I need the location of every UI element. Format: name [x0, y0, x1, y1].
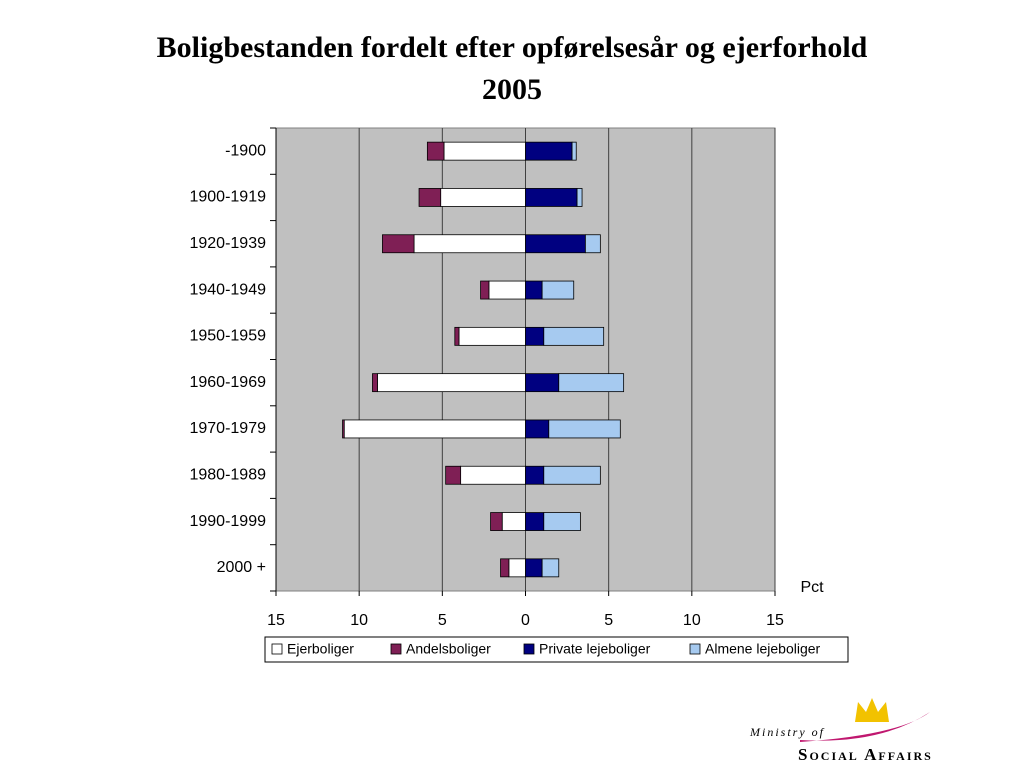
- x-tick-label: 15: [766, 612, 784, 629]
- y-tick-label: 1990-1999: [189, 513, 266, 530]
- bar: [543, 465, 601, 485]
- bar: [445, 465, 462, 485]
- x-tick-label: 15: [267, 612, 285, 629]
- bar: [525, 188, 578, 207]
- y-tick-label: 2000 +: [217, 559, 266, 576]
- bar: [525, 234, 586, 254]
- y-tick-label: 1950-1959: [189, 328, 266, 345]
- bar: [558, 373, 625, 393]
- x-tick-label: 5: [438, 612, 447, 629]
- bar: [508, 558, 526, 578]
- bar: [541, 558, 560, 578]
- bar: [488, 280, 526, 300]
- x-axis-label: Pct: [800, 579, 824, 596]
- bar: [418, 188, 442, 207]
- bar: [548, 419, 621, 439]
- y-tick-label: 1920-1939: [189, 235, 266, 252]
- bar: [525, 141, 573, 161]
- bar: [543, 512, 581, 531]
- bar: [460, 465, 526, 485]
- y-tick-label: -1900: [225, 142, 266, 159]
- bar: [525, 465, 545, 485]
- crown: [855, 698, 889, 722]
- legend-swatch: [271, 643, 283, 655]
- legend-label: Ejerboliger: [287, 641, 354, 657]
- x-tick-label: 10: [350, 612, 368, 629]
- y-tick-label: 1940-1949: [189, 281, 266, 298]
- x-tick-label: 5: [604, 612, 613, 629]
- y-tick-label: 1970-1979: [189, 420, 266, 437]
- logo-line1: Ministry of: [749, 725, 825, 739]
- legend: [264, 636, 849, 663]
- legend-swatch: [689, 643, 701, 655]
- bar: [343, 419, 526, 439]
- bar: [525, 512, 545, 531]
- bar: [454, 326, 460, 346]
- bar: [382, 234, 415, 254]
- logo: Ministry of Social Affairs: [749, 698, 933, 764]
- bar: [501, 512, 526, 531]
- bar: [413, 234, 526, 254]
- legend-swatch: [523, 643, 535, 655]
- legend-label: Almene lejeboliger: [705, 641, 821, 657]
- bar: [500, 558, 510, 578]
- logo-line2: Social Affairs: [798, 745, 933, 764]
- bar: [426, 141, 445, 161]
- bar: [480, 280, 490, 300]
- bar: [372, 373, 378, 393]
- bar: [576, 188, 583, 207]
- bar: [584, 234, 601, 254]
- bar: [443, 141, 526, 161]
- bar: [571, 141, 577, 161]
- x-tick-label: 0: [521, 612, 530, 629]
- bar: [377, 373, 526, 393]
- legend-label: Andelsboliger: [406, 641, 491, 657]
- chart-subtitle: 2005: [482, 73, 542, 106]
- bar: [543, 326, 605, 346]
- bar: [525, 326, 545, 346]
- chart-title: Boligbestanden fordelt efter opførelseså…: [157, 31, 868, 64]
- y-tick-label: 1980-1989: [189, 466, 266, 483]
- x-tick-label: 10: [683, 612, 701, 629]
- bar: [525, 558, 543, 578]
- bar: [458, 326, 526, 346]
- legend-swatch: [390, 643, 402, 655]
- bar: [525, 419, 550, 439]
- bar: [525, 373, 560, 393]
- bar: [490, 512, 503, 531]
- bar: [440, 188, 526, 207]
- bar: [342, 419, 345, 439]
- y-tick-label: 1960-1969: [189, 374, 266, 391]
- swoosh: [800, 712, 930, 742]
- y-tick-label: 1900-1919: [189, 189, 266, 206]
- bar: [541, 280, 575, 300]
- bar: [525, 280, 543, 300]
- legend-label: Private lejeboliger: [539, 641, 651, 657]
